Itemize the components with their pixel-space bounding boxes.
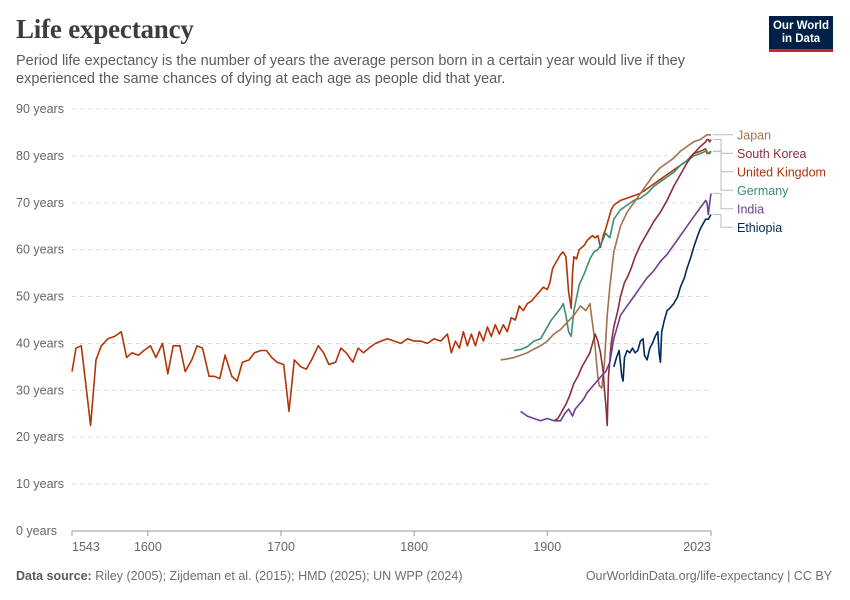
series-label-japan: Japan [737, 128, 771, 142]
y-tick-label: 60 years [16, 243, 64, 257]
series-line-united-kingdom [71, 148, 712, 427]
x-tick-label: 1900 [533, 540, 561, 554]
footer-source: Data source: Riley (2005); Zijdeman et a… [16, 569, 463, 583]
series-label-ethiopia: Ethiopia [737, 221, 782, 235]
label-connector [713, 192, 733, 210]
y-tick-label: 20 years [16, 430, 64, 444]
source-label: Data source: [16, 569, 92, 583]
chart-title: Life expectancy [16, 14, 194, 44]
y-tick-label: 80 years [16, 149, 64, 163]
series-line-india [520, 193, 712, 422]
series-label-south-korea: South Korea [737, 147, 807, 161]
chart-subtitle: Period life expectancy is the number of … [16, 53, 685, 87]
y-tick-label: 10 years [16, 477, 64, 491]
x-tick-label: 1800 [400, 540, 428, 554]
y-tick-label: 40 years [16, 336, 64, 350]
x-tick-label: 2023 [683, 540, 711, 554]
x-tick-label: 1700 [267, 540, 295, 554]
series-label-india: India [737, 202, 764, 216]
x-tick-label: 1600 [134, 540, 162, 554]
source-text: Riley (2005); Zijdeman et al. (2015); HM… [95, 569, 463, 583]
series-line-ethiopia [613, 214, 712, 382]
label-connector [713, 139, 733, 154]
y-tick-label: 0 years [16, 524, 57, 538]
y-tick-label: 90 years [16, 102, 64, 116]
footer-url[interactable]: OurWorldinData.org/life-expectancy | CC … [585, 569, 832, 583]
x-tick-label: 1543 [72, 540, 100, 554]
series-label-united-kingdom: United Kingdom [737, 165, 826, 179]
series-line-south-korea [553, 138, 712, 427]
owid-logo[interactable]: Our World in Data [769, 16, 833, 52]
label-connector [713, 214, 733, 228]
y-tick-label: 30 years [16, 383, 64, 397]
series-line-germany [513, 150, 712, 352]
label-connector [713, 150, 733, 173]
logo-line-1: Our World [772, 20, 829, 32]
y-tick-label: 70 years [16, 196, 64, 210]
label-connector [713, 150, 733, 191]
series-label-germany: Germany [737, 184, 789, 198]
y-tick-label: 50 years [16, 290, 64, 304]
logo-line-2: in Data [781, 33, 821, 45]
series-line-japan [500, 134, 711, 389]
